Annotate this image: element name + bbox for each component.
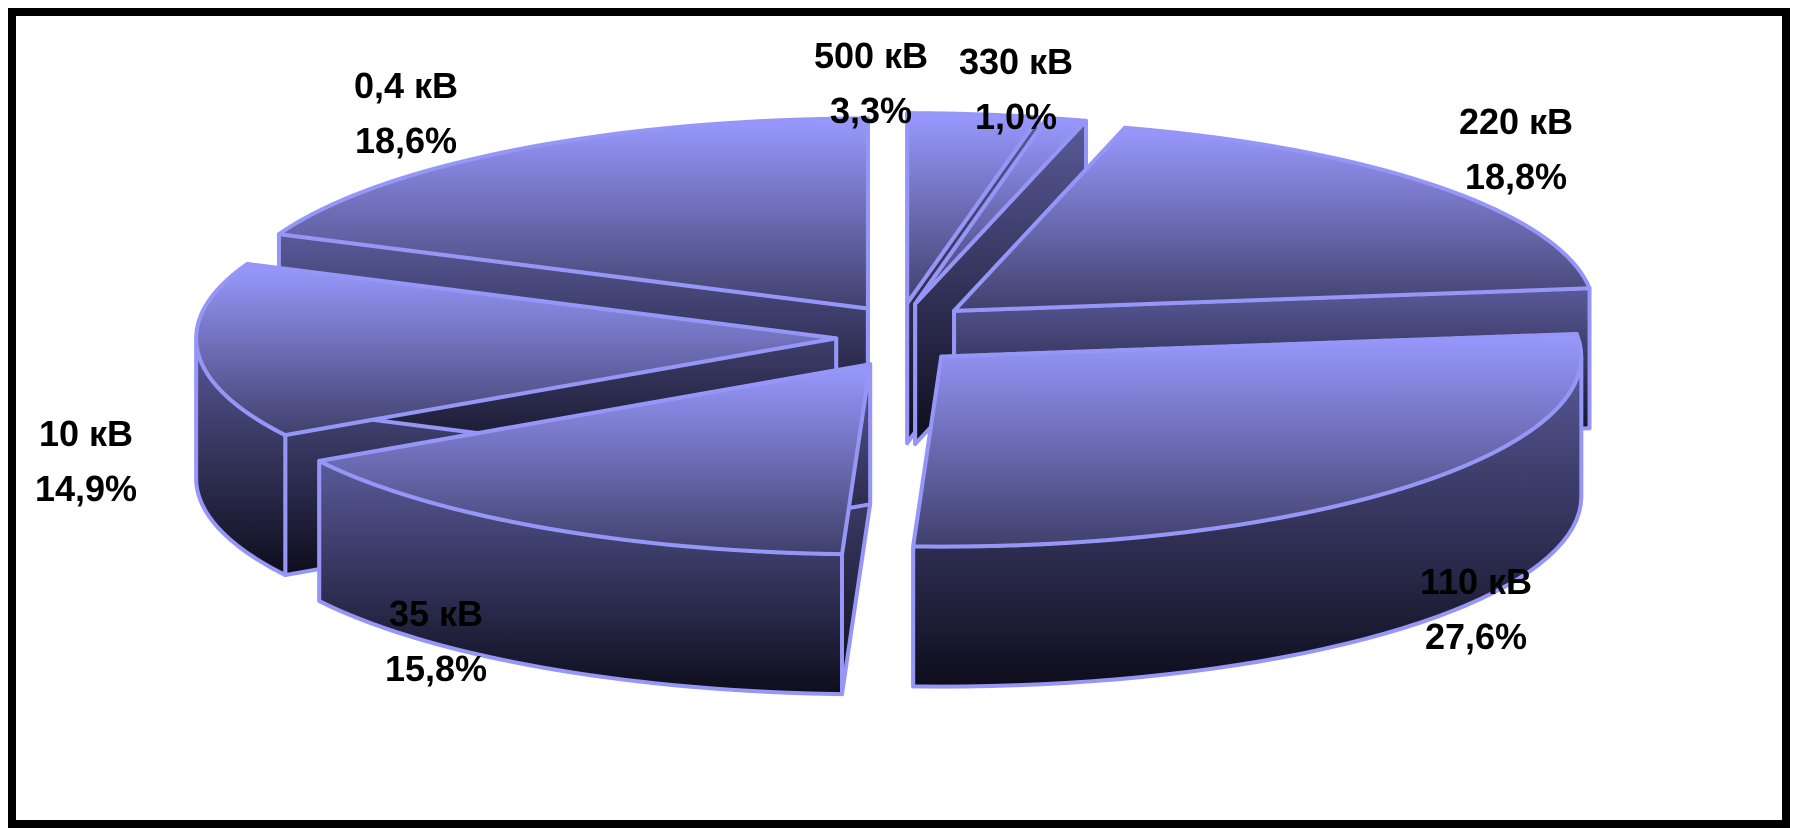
slice-label-value: 1,0% [975, 96, 1057, 137]
slice-label-name: 110 кВ [1420, 561, 1532, 602]
pie-slice [911, 331, 1584, 689]
slice-labels: 500 кВ 3,3% 330 кВ 1,0% 220 кВ 18,8% 110 кВ 27,… [35, 35, 1573, 689]
slice-label-name: 0,4 кВ [354, 65, 458, 106]
chart-frame: 500 кВ 3,3% 330 кВ 1,0% 220 кВ 18,8% 110 кВ 27,… [8, 8, 1790, 828]
slice-label-name: 35 кВ [389, 593, 483, 634]
slice-label-value: 18,6% [355, 120, 457, 161]
slice-label-name: 10 кВ [39, 413, 133, 454]
slice-label-value: 27,6% [1425, 616, 1527, 657]
slice-label-value: 15,8% [385, 648, 487, 689]
slice-label-name: 500 кВ [814, 35, 928, 76]
slice-label-value: 14,9% [35, 468, 137, 509]
slice-label-name: 220 кВ [1459, 101, 1573, 142]
slice-label-value: 3,3% [830, 90, 912, 131]
slice-label-name: 330 кВ [959, 41, 1073, 82]
pie-slices [194, 111, 1592, 697]
pie-slice [317, 362, 873, 697]
pie-chart: 500 кВ 3,3% 330 кВ 1,0% 220 кВ 18,8% 110 кВ 27,… [35, 35, 1592, 697]
slice-label-value: 18,8% [1465, 156, 1567, 197]
